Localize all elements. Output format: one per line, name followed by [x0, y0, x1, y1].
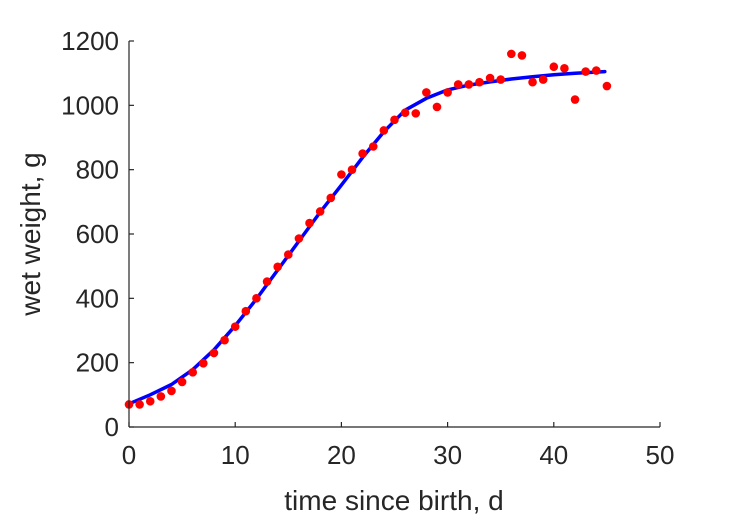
data-point [347, 165, 357, 174]
x-tick-label: 0 [122, 440, 136, 470]
data-point [485, 73, 495, 83]
data-point [305, 218, 314, 228]
data-point [262, 277, 272, 286]
data-point [602, 81, 612, 91]
y-tick-label: 1200 [61, 26, 119, 56]
data-point [145, 396, 155, 406]
data-point [199, 359, 208, 368]
x-axis-label: time since birth, d [284, 485, 503, 516]
data-point [507, 49, 516, 59]
y-tick-label: 0 [105, 412, 119, 442]
data-point [315, 207, 325, 216]
data-point [252, 294, 261, 303]
data-point [538, 75, 548, 84]
data-point [422, 88, 431, 97]
x-tick-label: 10 [221, 440, 250, 470]
y-tick-label: 400 [76, 283, 119, 313]
data-point [432, 102, 442, 112]
x-tick-label: 50 [646, 440, 675, 470]
x-tick-label: 40 [539, 440, 568, 470]
data-point [284, 250, 293, 259]
data-point [411, 109, 421, 118]
data-point [475, 77, 484, 87]
ticks: 0 10 20 30 40 50 0 200 400 600 800 1000 1200 [61, 26, 674, 470]
data-point [167, 386, 176, 396]
data-point [570, 95, 580, 104]
data-point [188, 368, 198, 377]
data-point [443, 88, 452, 97]
data-point [209, 348, 219, 358]
x-tick-label: 30 [433, 440, 462, 470]
data-point [177, 377, 187, 387]
data-point [379, 126, 389, 135]
y-tick-label: 800 [76, 155, 119, 185]
data-point [528, 77, 537, 87]
data-point [294, 234, 304, 243]
data-point [220, 335, 229, 345]
data-point [464, 80, 474, 89]
data-point [560, 64, 569, 73]
data-point [241, 306, 251, 316]
data-point [591, 66, 601, 75]
data-point [273, 262, 282, 272]
data-point [156, 392, 166, 401]
data-point [230, 322, 240, 331]
data-point [326, 193, 336, 203]
data-points-layer [124, 49, 612, 409]
data-point [358, 149, 367, 158]
data-point [135, 400, 144, 409]
y-tick-label: 200 [76, 348, 119, 378]
data-point [368, 142, 378, 151]
y-tick-label: 1000 [61, 90, 119, 120]
data-point [517, 51, 527, 60]
data-point [549, 62, 559, 72]
data-point [581, 67, 590, 76]
x-tick-label: 20 [327, 440, 356, 470]
data-point [337, 170, 346, 179]
y-tick-label: 600 [76, 219, 119, 249]
data-point [390, 115, 399, 125]
y-axis-label: wet weight, g [15, 152, 46, 316]
data-point [496, 75, 506, 84]
data-point [453, 80, 463, 89]
data-point [400, 108, 410, 118]
